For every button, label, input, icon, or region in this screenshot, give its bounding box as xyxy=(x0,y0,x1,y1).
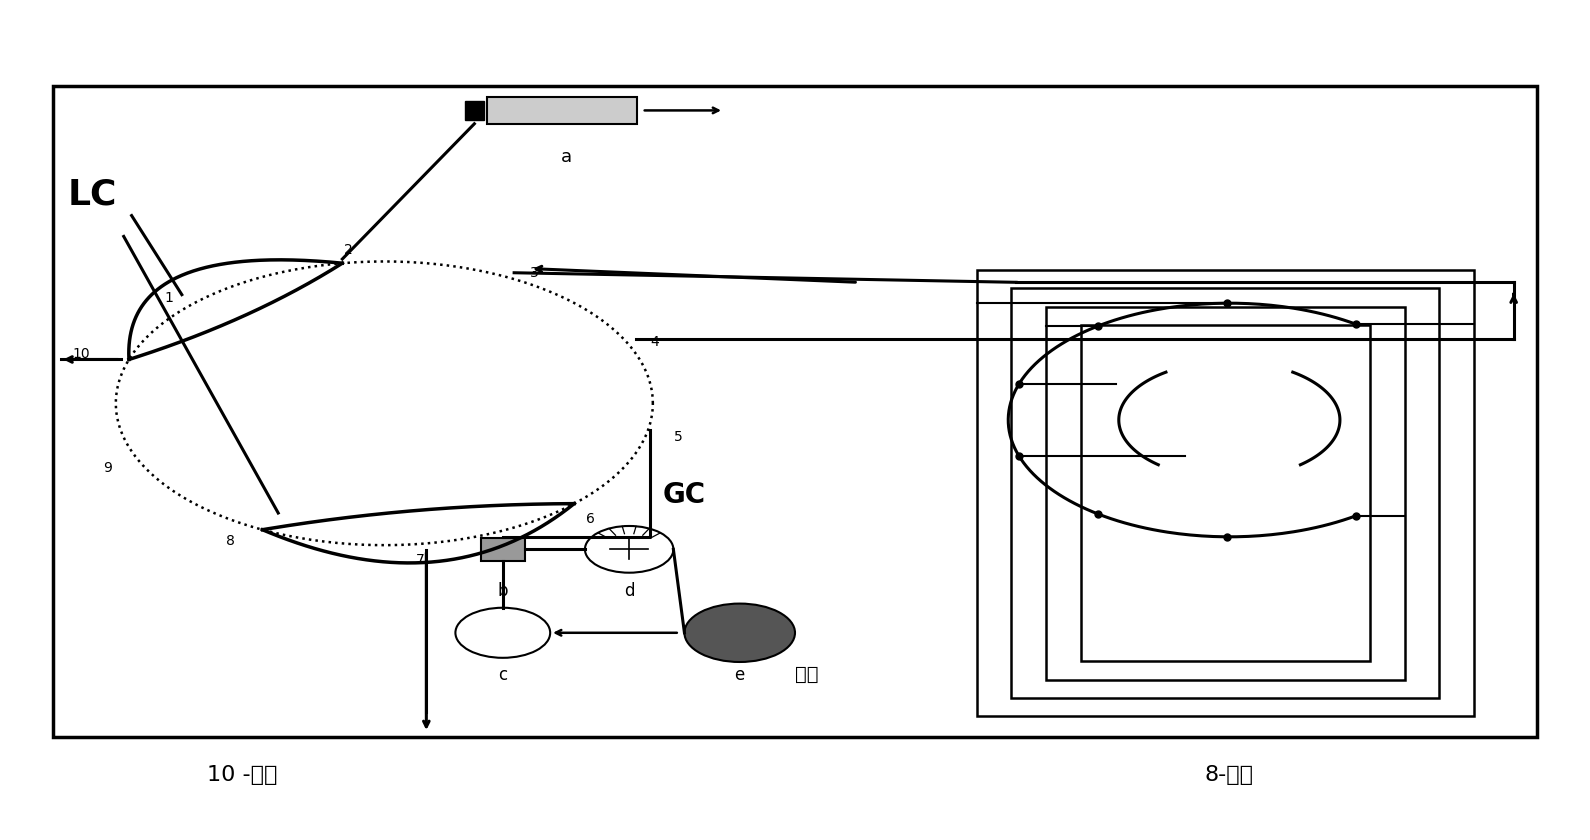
Bar xyxy=(487,97,638,123)
Text: a: a xyxy=(560,148,571,166)
Text: e: e xyxy=(735,665,744,684)
Bar xyxy=(1011,288,1439,698)
Bar xyxy=(1046,307,1404,680)
Text: 3: 3 xyxy=(531,265,539,280)
Text: 9: 9 xyxy=(103,460,111,475)
Text: 4: 4 xyxy=(650,335,660,349)
Text: 2: 2 xyxy=(345,243,353,257)
Text: 6: 6 xyxy=(585,512,595,526)
Text: LC: LC xyxy=(67,178,116,212)
Text: 10 -通阀: 10 -通阀 xyxy=(207,764,277,785)
Text: d: d xyxy=(623,582,634,600)
Bar xyxy=(464,102,483,119)
Text: 7: 7 xyxy=(415,553,425,567)
Text: 载气: 载气 xyxy=(795,665,819,684)
Circle shape xyxy=(684,604,795,662)
Bar xyxy=(1081,325,1371,661)
Bar xyxy=(976,270,1474,717)
Bar xyxy=(480,538,525,561)
Text: 1: 1 xyxy=(165,291,173,305)
Text: c: c xyxy=(498,665,507,684)
Bar xyxy=(52,87,1538,737)
Text: b: b xyxy=(498,582,509,600)
Text: 8: 8 xyxy=(226,534,235,549)
Text: 5: 5 xyxy=(674,430,682,444)
Text: 10: 10 xyxy=(73,348,91,361)
Text: 8-位阀: 8-位阀 xyxy=(1205,764,1255,785)
Text: GC: GC xyxy=(663,481,706,509)
